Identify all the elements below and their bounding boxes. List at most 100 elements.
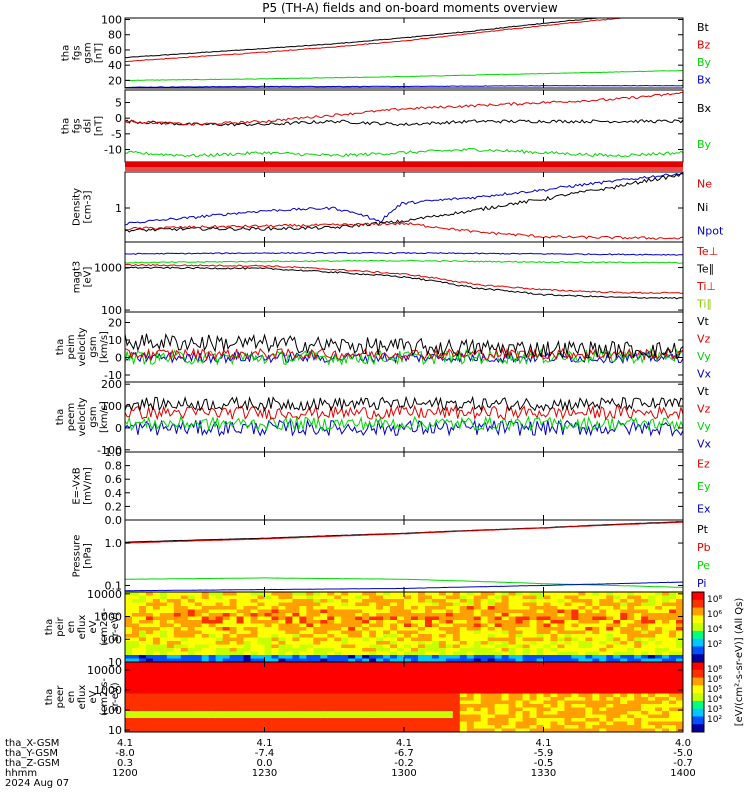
spectrogram-cell xyxy=(390,679,398,684)
spectrogram-cell xyxy=(125,669,133,673)
spectrogram-cell xyxy=(348,721,356,726)
spectrogram-cell xyxy=(606,606,614,610)
colorbar-segment xyxy=(692,654,704,663)
spectrogram-cell xyxy=(592,637,600,642)
spectrogram-cell xyxy=(452,606,461,610)
spectrogram-cell xyxy=(369,651,377,656)
spectrogram-cell xyxy=(571,658,579,663)
spectrogram-cell xyxy=(376,599,384,603)
spectrogram-cell xyxy=(271,658,279,663)
spectrogram-cell xyxy=(606,592,614,596)
spectrogram-cell xyxy=(264,641,272,645)
spectrogram-cell xyxy=(578,595,586,600)
spectrogram-cell xyxy=(166,711,175,715)
spectrogram-cell xyxy=(271,721,279,726)
spectrogram-cell xyxy=(571,623,579,628)
spectrogram-cell xyxy=(445,655,454,659)
spectrogram-cell xyxy=(362,725,370,729)
spectrogram-cell xyxy=(669,690,677,694)
spectrogram-cell xyxy=(536,606,544,610)
spectrogram-cell xyxy=(236,658,245,663)
spectrogram-cell xyxy=(341,693,349,698)
spectrogram-cell xyxy=(278,686,286,691)
spectrogram-cell xyxy=(557,644,565,649)
spectrogram-cell xyxy=(306,595,314,600)
spectrogram-cell xyxy=(215,644,224,649)
y-axis-label: [mV/m] xyxy=(83,467,94,505)
spectrogram-cell xyxy=(292,592,300,596)
spectrogram-cell xyxy=(480,637,489,642)
spectrogram-cell xyxy=(452,718,461,722)
spectrogram-cell xyxy=(452,616,461,621)
spectrogram-cell xyxy=(194,627,203,631)
spectrogram-cell xyxy=(327,721,335,726)
spectrogram-cell xyxy=(180,641,189,645)
spectrogram-cell xyxy=(648,700,656,705)
spectrogram-cell xyxy=(669,721,677,726)
spectrogram-cell xyxy=(641,648,649,652)
spectrogram-cell xyxy=(466,641,475,645)
spectrogram-cell xyxy=(236,711,245,715)
spectrogram-cell xyxy=(459,613,468,617)
spectrogram-cell xyxy=(222,665,231,670)
spectrogram-cell xyxy=(669,725,677,729)
spectrogram-cell xyxy=(473,602,482,607)
spectrogram-cell xyxy=(327,595,335,600)
spectrogram-cell xyxy=(152,721,161,726)
spectrogram-cell xyxy=(152,609,161,614)
spectrogram-cell xyxy=(431,602,440,607)
spectrogram-cell xyxy=(348,616,356,621)
spectrogram-cell xyxy=(390,686,398,691)
colorbar-tick-label: 10⁴ xyxy=(707,695,722,705)
spectrogram-cell xyxy=(452,686,461,691)
spectrogram-cell xyxy=(494,714,503,719)
spectrogram-cell xyxy=(334,721,342,726)
spectrogram-cell xyxy=(397,641,405,645)
spectrogram-cell xyxy=(501,658,510,663)
spectrogram-cell xyxy=(285,599,293,603)
spectrogram-cell xyxy=(515,651,524,656)
legend-label: Ex xyxy=(697,503,711,516)
spectrogram-cell xyxy=(369,693,377,698)
spectrogram-cell xyxy=(243,595,252,600)
x-axis-value: -6.7 xyxy=(394,748,414,759)
spectrogram-cell xyxy=(278,672,286,677)
spectrogram-cell xyxy=(620,602,628,607)
spectrogram-cell xyxy=(529,637,538,642)
series-line-Vx xyxy=(124,418,684,437)
spectrogram-cell xyxy=(508,704,517,708)
spectrogram-cell xyxy=(564,613,572,617)
spectrogram-cell xyxy=(592,658,600,663)
spectrogram-cell xyxy=(271,714,279,719)
spectrogram-cell xyxy=(536,627,544,631)
spectrogram-cell xyxy=(194,599,203,603)
spectrogram-cell xyxy=(404,620,412,624)
spectrogram-cell xyxy=(613,714,621,719)
spectrogram-cell xyxy=(341,595,349,600)
spectrogram-cell xyxy=(257,644,265,649)
spectrogram-cell xyxy=(508,655,517,659)
spectrogram-cell xyxy=(278,637,286,642)
spectrogram-cell xyxy=(634,606,642,610)
spectrogram-cell xyxy=(201,721,210,726)
colorbar-segment xyxy=(692,716,704,725)
spectrogram-cell xyxy=(627,679,635,684)
spectrogram-cell xyxy=(369,662,377,666)
spectrogram-cell xyxy=(334,658,342,663)
spectrogram-cell xyxy=(536,609,544,614)
spectrogram-cell xyxy=(173,599,182,603)
spectrogram-cell xyxy=(480,725,489,729)
spectrogram-cell xyxy=(676,609,684,614)
spectrogram-cell xyxy=(613,725,621,729)
spectrogram-cell xyxy=(417,606,426,610)
spectrogram-cell xyxy=(669,637,677,642)
spectrogram-cell xyxy=(390,592,398,596)
spectrogram-cell xyxy=(341,669,349,673)
spectrogram-cell xyxy=(599,711,607,715)
spectrogram-cell xyxy=(613,599,621,603)
spectrogram-cell xyxy=(278,606,286,610)
spectrogram-cell xyxy=(410,728,419,733)
spectrogram-cell xyxy=(599,648,607,652)
spectrogram-cell xyxy=(180,592,189,596)
